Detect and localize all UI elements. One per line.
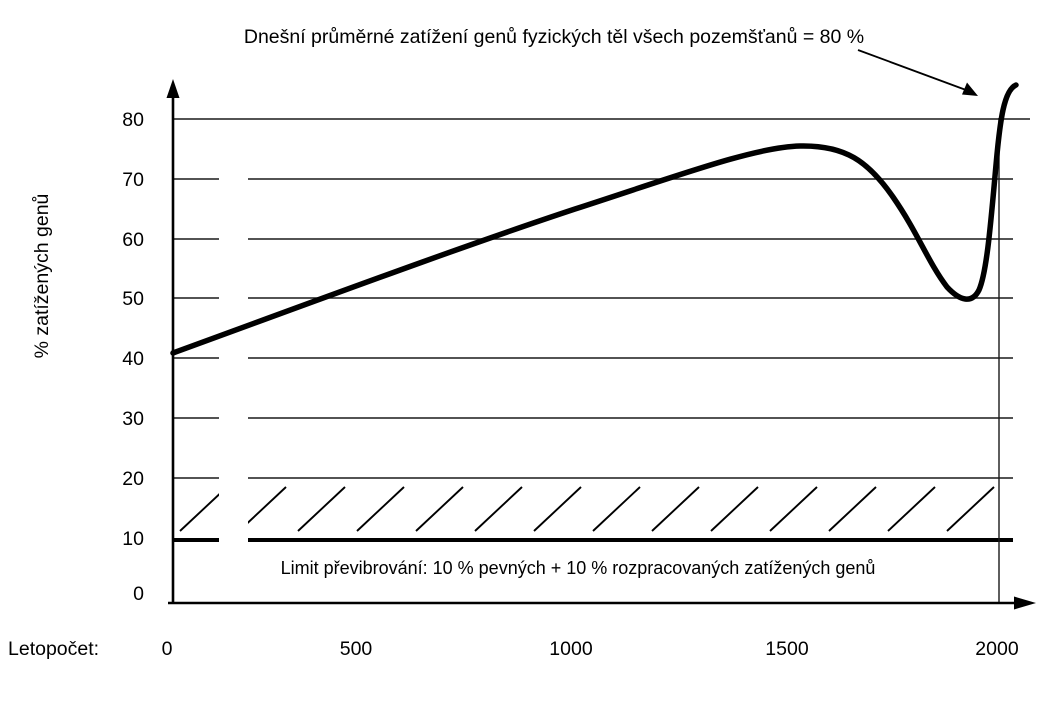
y-tick-10: 10 xyxy=(122,528,144,550)
x-tick-2000: 2000 xyxy=(975,638,1019,660)
axes xyxy=(168,92,1018,605)
y-tick-80: 80 xyxy=(122,109,144,131)
x-tick-1500: 1500 xyxy=(765,638,809,660)
hatch-band xyxy=(179,486,995,532)
gridline-break-band xyxy=(219,125,248,550)
y-tick-0: 0 xyxy=(133,583,144,605)
limit-label: Limit převibrování: 10 % pevných + 10 % … xyxy=(281,558,876,578)
x-tick-0: 0 xyxy=(162,638,173,660)
x-tick-labels: Letopočet: 0 500 1000 1500 2000 xyxy=(8,638,1019,660)
y-tick-60: 60 xyxy=(122,229,144,251)
gridlines xyxy=(173,118,1030,479)
y-tick-70: 70 xyxy=(122,169,144,191)
y-tick-labels: 80 70 60 50 40 30 20 10 0 xyxy=(122,109,144,605)
y-axis-arrow-icon xyxy=(166,79,180,98)
y-axis-label: % zatížených genů xyxy=(31,194,53,359)
y-tick-20: 20 xyxy=(122,468,144,490)
y-tick-50: 50 xyxy=(122,288,144,310)
today-annotation-arrow xyxy=(857,49,978,96)
chart-title: Dnešní průměrné zatížení genů fyzických … xyxy=(244,26,864,48)
gene-load-curve xyxy=(170,82,1019,356)
x-axis-label: Letopočet: xyxy=(8,638,99,660)
x-axis-arrow-icon xyxy=(1014,596,1036,610)
x-tick-500: 500 xyxy=(340,638,373,660)
annotation-arrowhead-icon xyxy=(962,82,978,96)
y-tick-40: 40 xyxy=(122,348,144,370)
y-tick-30: 30 xyxy=(122,408,144,430)
x-tick-1000: 1000 xyxy=(549,638,593,660)
